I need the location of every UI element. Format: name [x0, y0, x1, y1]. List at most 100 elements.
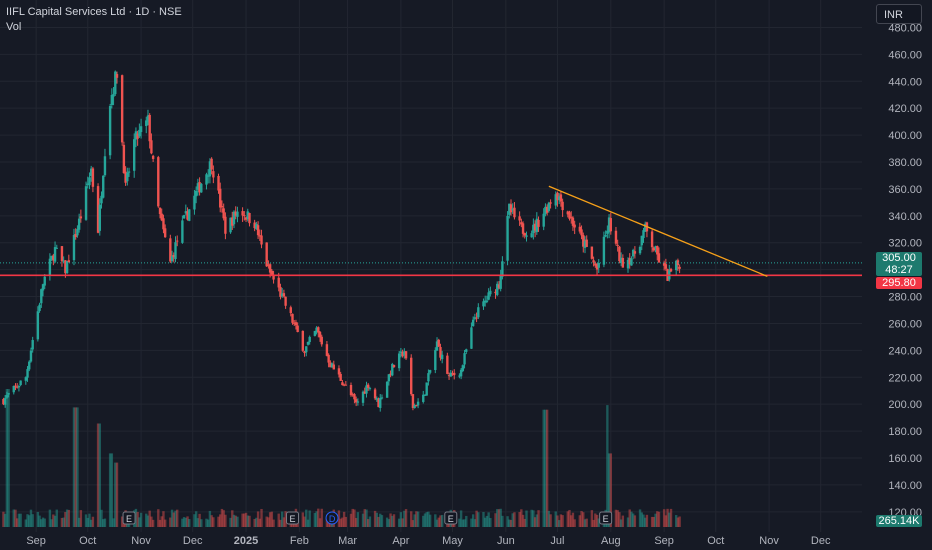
volume-bar — [313, 513, 317, 527]
volume-bar — [72, 407, 76, 527]
volume-bar — [435, 519, 439, 527]
candle-body — [483, 300, 487, 303]
volume-bar — [631, 513, 635, 527]
candle-body — [260, 235, 263, 245]
candle-body — [50, 255, 53, 260]
candle-body — [38, 304, 41, 311]
volume-bar — [41, 517, 45, 527]
candle-body — [477, 307, 480, 318]
candle-body — [485, 300, 489, 302]
candle-body — [151, 155, 155, 159]
volume-bar — [146, 515, 150, 527]
volume-bar — [666, 508, 669, 527]
volume-bar — [176, 509, 179, 527]
volume-bar — [401, 518, 404, 527]
candle-body — [609, 218, 612, 232]
volume-bar — [356, 512, 360, 527]
currency-button[interactable]: INR — [876, 4, 922, 24]
candle-body — [124, 171, 127, 183]
candle-body — [14, 385, 17, 387]
candle-body — [594, 263, 597, 266]
candle-body — [582, 234, 585, 247]
volume-bar — [501, 515, 504, 527]
candle-body — [654, 246, 657, 249]
volume-bar — [597, 518, 600, 527]
time-axis[interactable]: Sep Oct Nov Dec 2025 Feb Mar Apr May Jun Jul Aug Sep… — [26, 535, 831, 547]
candle-body — [270, 270, 274, 276]
volume-bar — [368, 516, 372, 527]
volume-bar — [2, 511, 5, 527]
candle-body — [650, 231, 654, 248]
candle-body — [126, 172, 129, 182]
volume-bar — [212, 517, 215, 527]
candle-body — [133, 139, 136, 171]
candle-body — [542, 213, 545, 227]
earnings-marker-label: E — [289, 514, 295, 524]
volume-bar — [497, 509, 501, 527]
candle-body — [2, 398, 5, 405]
candle-body — [219, 188, 222, 208]
price-tick-label: 480.00 — [888, 22, 922, 34]
candle-body — [606, 230, 609, 234]
candle-body — [416, 401, 420, 406]
time-tick-label: Dec — [811, 535, 831, 547]
volume-bar — [16, 518, 19, 527]
volume-bar — [229, 517, 232, 527]
candle-body — [306, 341, 310, 345]
volume-bar — [317, 508, 320, 527]
candle-body — [602, 236, 606, 265]
volume-bar — [64, 512, 67, 527]
volume-bar — [268, 512, 272, 527]
volume-bar — [399, 512, 403, 527]
volume-indicator-label[interactable]: Vol — [6, 21, 22, 33]
candle-body — [368, 388, 372, 390]
time-tick-label: Nov — [759, 535, 779, 547]
volume-bar — [255, 517, 258, 527]
candle-body — [590, 246, 594, 259]
volume-bar — [181, 518, 184, 527]
candle-body — [146, 115, 150, 122]
candle-body — [208, 161, 212, 177]
volume-bar — [669, 508, 673, 527]
candle-body — [523, 233, 526, 236]
candle-body — [349, 384, 353, 396]
candle-body — [134, 131, 138, 140]
volume-bar — [74, 407, 77, 527]
last-price-tag: 305.00 48:27 — [876, 252, 922, 276]
volume-bar — [520, 509, 523, 527]
grid-lines — [0, 0, 862, 532]
candle-body — [277, 277, 280, 288]
volume-bar — [174, 510, 177, 527]
candle-body — [559, 194, 563, 202]
volume-bar — [461, 519, 465, 527]
candle-body — [337, 368, 341, 375]
price-tick-label: 220.00 — [888, 372, 922, 384]
volume-bar — [172, 512, 175, 527]
volume-bar — [594, 513, 597, 527]
volume-bar — [188, 519, 191, 527]
candle-body — [3, 398, 7, 405]
candle-body — [194, 190, 198, 197]
candle-body — [224, 216, 227, 234]
candle-body — [64, 260, 67, 274]
volume-bar — [494, 513, 497, 527]
volume-bar — [246, 515, 249, 527]
volume-bar — [489, 518, 492, 527]
volume-bar — [114, 462, 117, 527]
volume-bar — [657, 511, 661, 527]
candle-body — [77, 218, 81, 230]
candle-body — [318, 331, 322, 338]
volume-bar — [656, 511, 659, 527]
candle-body — [652, 247, 656, 251]
volume-bar — [19, 513, 22, 527]
candle-body — [537, 219, 540, 227]
price-axis[interactable]: 120.00140.00160.00180.00200.00220.00240.… — [888, 22, 922, 518]
candle-body — [473, 317, 477, 319]
candle-body — [332, 364, 335, 370]
candle-body — [53, 247, 57, 262]
candle-body — [631, 249, 635, 257]
candle-body — [188, 209, 191, 221]
candle-body — [399, 351, 403, 353]
